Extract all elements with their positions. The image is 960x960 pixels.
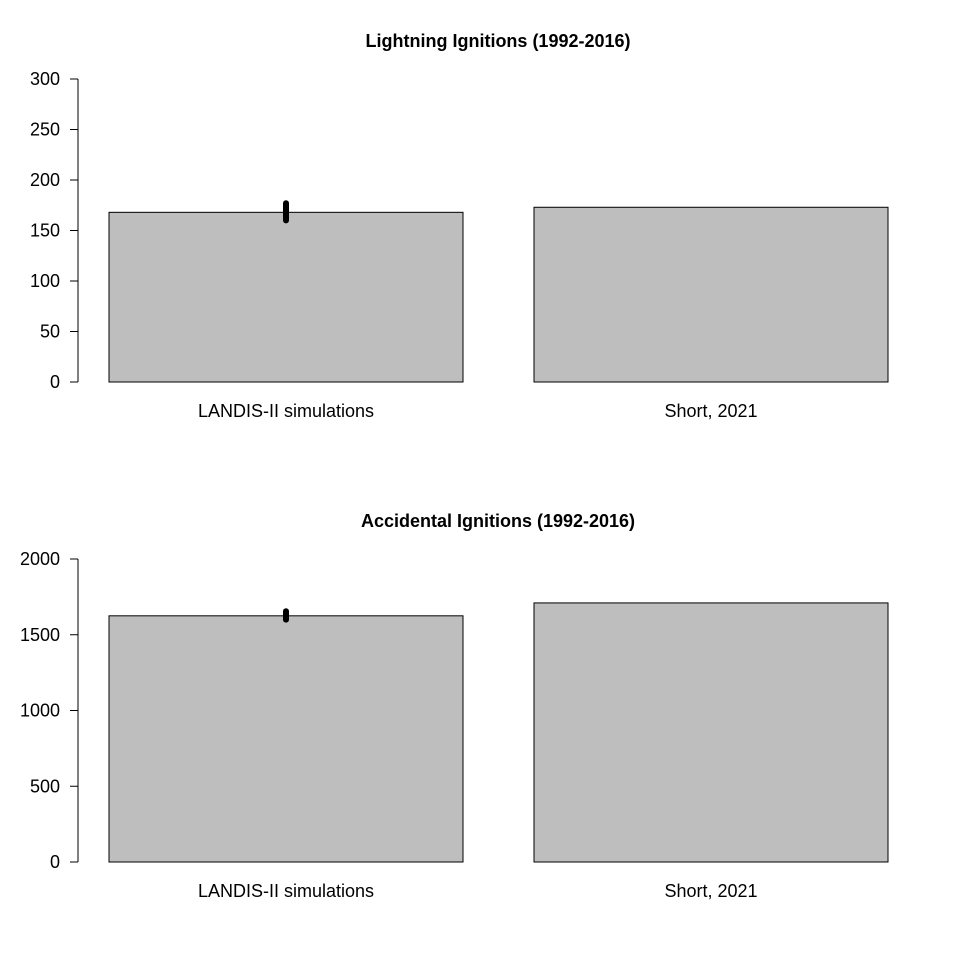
y-tick-label: 500 (30, 776, 60, 796)
chart-panel-accidental: Accidental Ignitions (1992-2016) 0 500 100… (20, 511, 889, 901)
y-tick-label: 100 (30, 271, 60, 291)
bar (533, 206, 889, 383)
bar (108, 211, 464, 383)
y-tick-label: 0 (50, 852, 60, 872)
x-category-label: LANDIS-II simulations (198, 881, 374, 901)
bar (533, 602, 889, 863)
chart-title: Accidental Ignitions (1992-2016) (361, 511, 635, 531)
y-tick-label: 250 (30, 120, 60, 140)
y-tick-label: 1000 (20, 701, 60, 721)
y-tick-label: 150 (30, 221, 60, 241)
x-category-label: LANDIS-II simulations (198, 401, 374, 421)
y-tick-label: 2000 (20, 549, 60, 569)
chart-panel-lightning: Lightning Ignitions (1992-2016) 0 50 100 15… (30, 31, 889, 421)
y-tick-label: 200 (30, 170, 60, 190)
y-tick-label: 50 (40, 322, 60, 342)
chart-title: Lightning Ignitions (1992-2016) (365, 31, 630, 51)
x-category-label: Short, 2021 (664, 881, 757, 901)
x-category-label: Short, 2021 (664, 401, 757, 421)
y-tick-label: 300 (30, 69, 60, 89)
y-tick-label: 1500 (20, 625, 60, 645)
bar (108, 615, 464, 863)
y-tick-label: 0 (50, 372, 60, 392)
